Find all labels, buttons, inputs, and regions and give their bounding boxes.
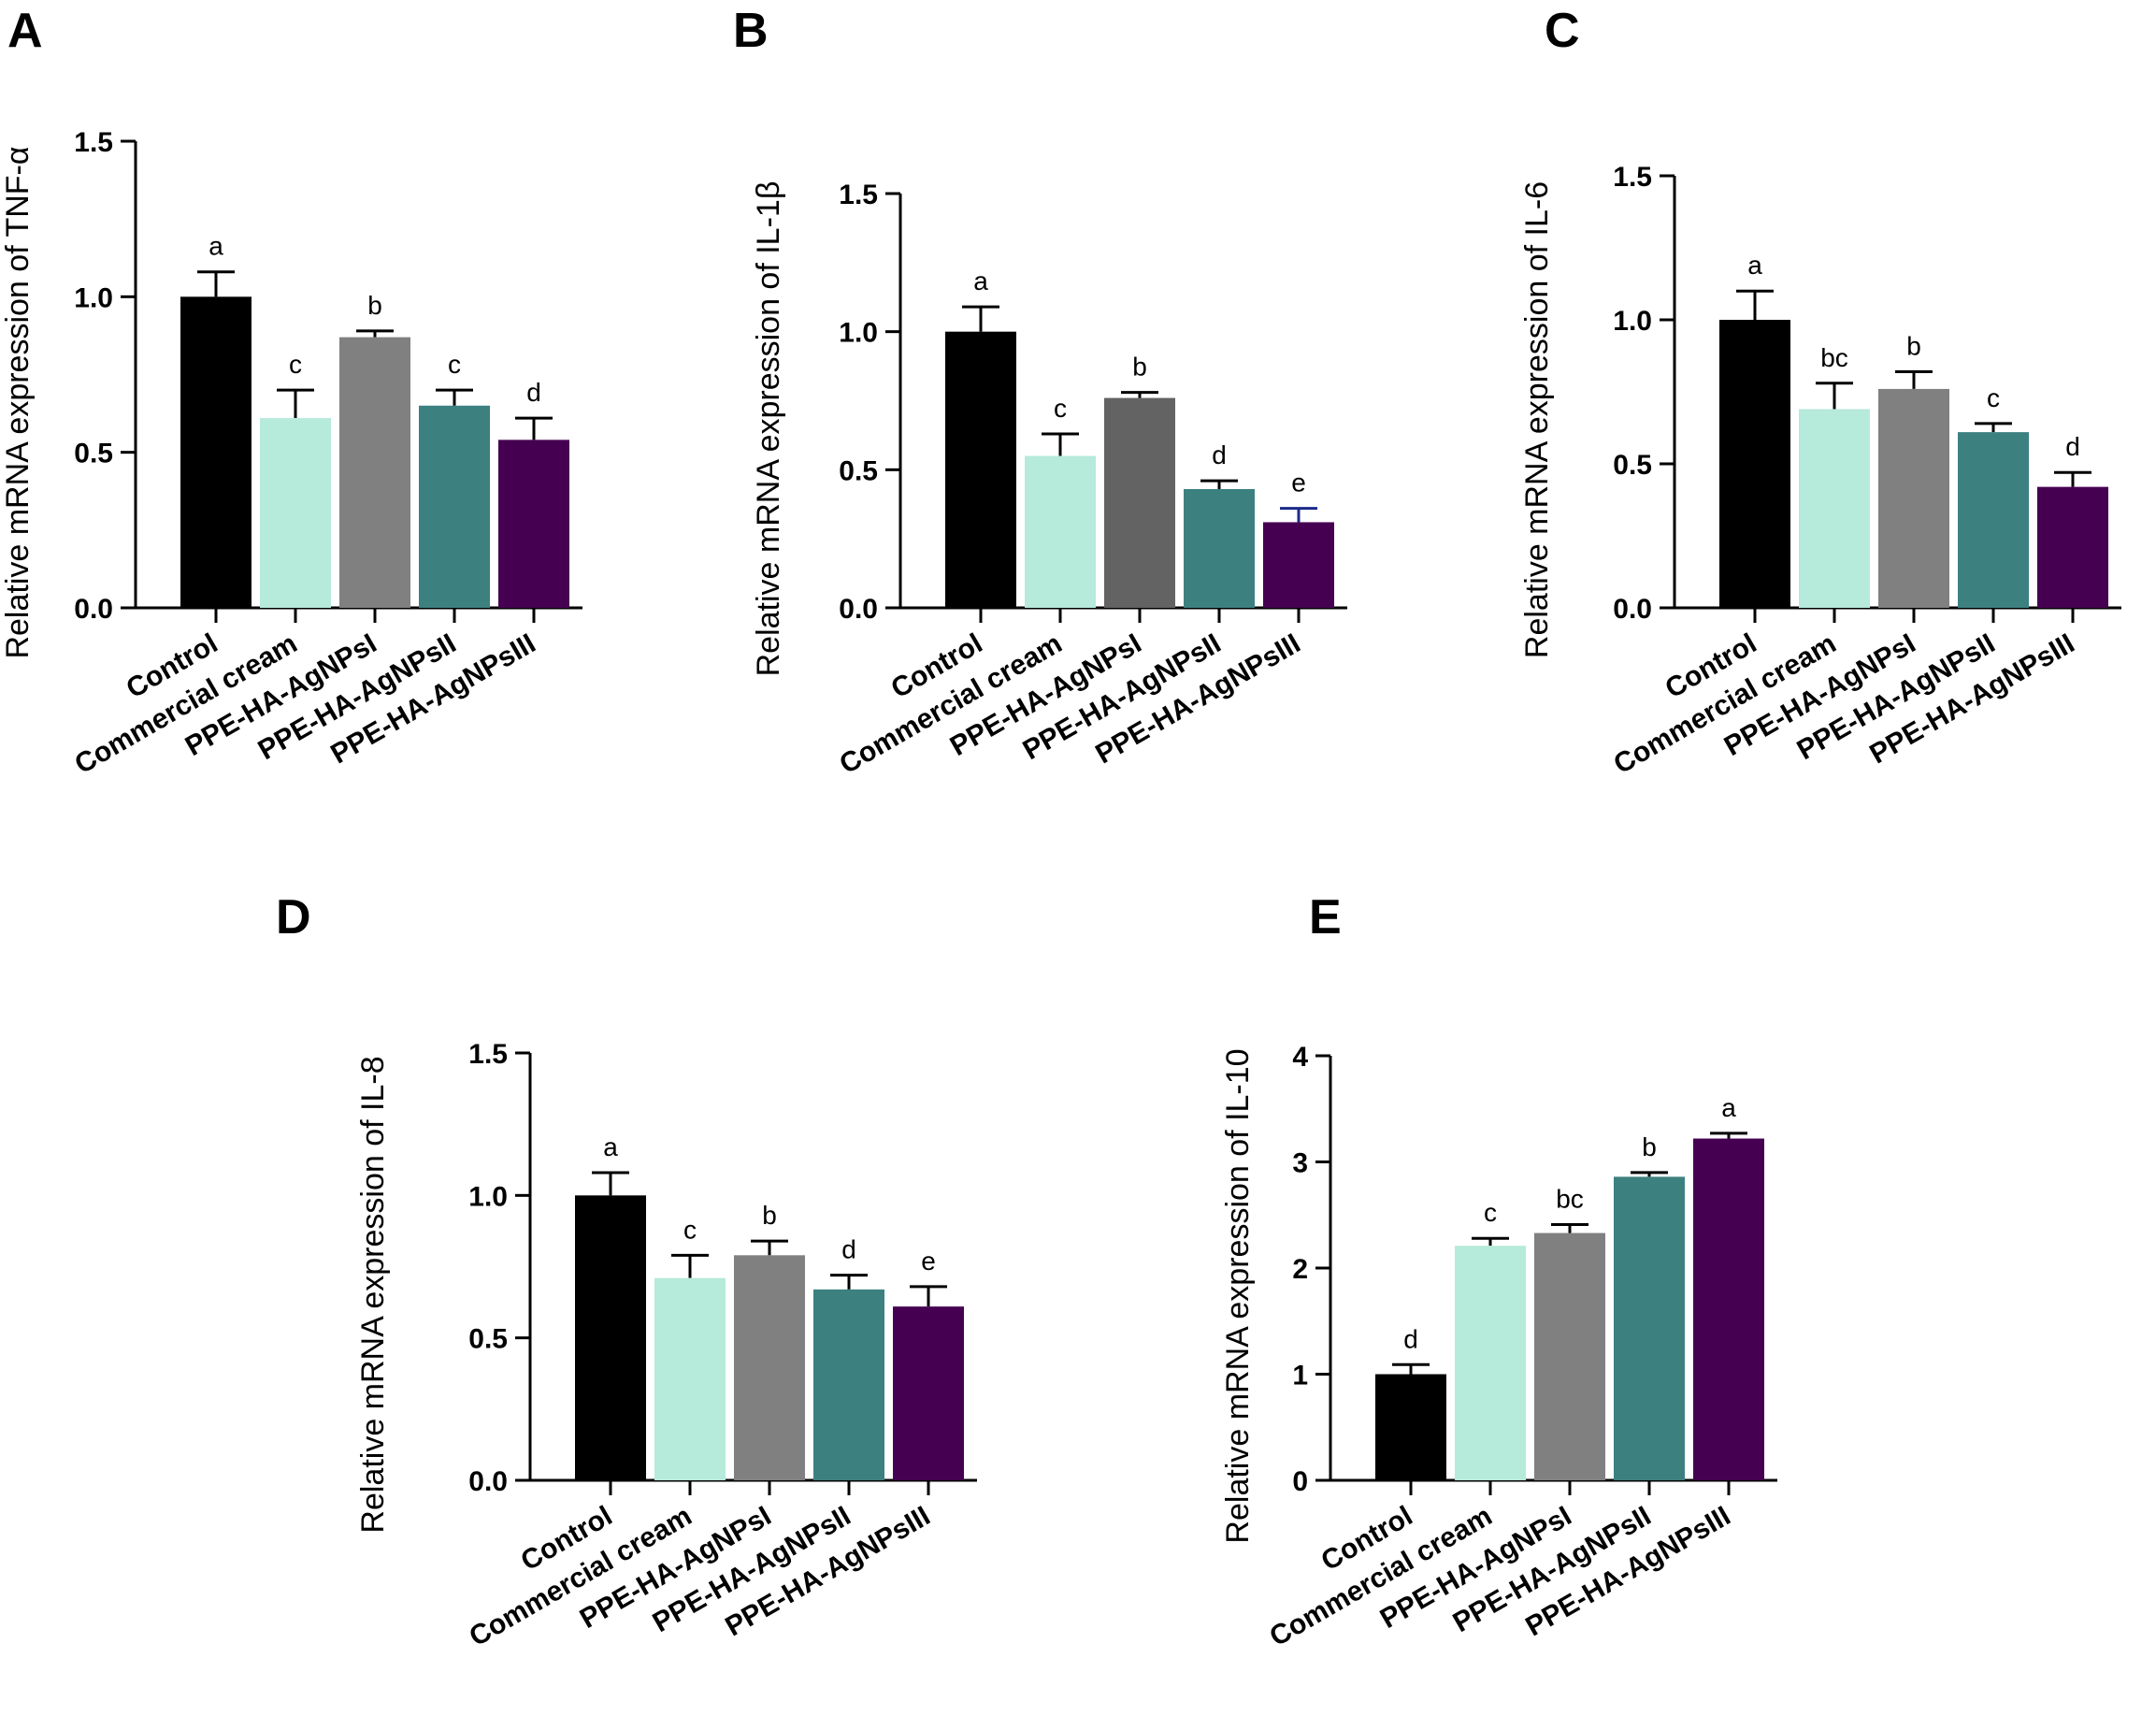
y-tick-label: 1: [1292, 1361, 1308, 1391]
bar-e-5: [1693, 1138, 1764, 1480]
bar-b-2: [1025, 455, 1096, 608]
significance-letter: d: [526, 378, 541, 407]
bar-b-3: [1104, 397, 1175, 608]
significance-letter: a: [603, 1132, 618, 1161]
y-tick-label: 1.0: [839, 318, 878, 349]
significance-letter: e: [921, 1247, 936, 1276]
bar-b-1: [945, 331, 1016, 608]
significance-letter: bc: [1820, 343, 1848, 372]
y-tick-label: 1.0: [1613, 306, 1652, 337]
bar-d-1: [575, 1195, 646, 1480]
bar-b-5: [1263, 522, 1334, 608]
y-tick-label: 0.5: [839, 455, 878, 486]
significance-letter: d: [841, 1235, 856, 1264]
y-tick-label: 0.5: [468, 1324, 508, 1355]
significance-letter: d: [2065, 432, 2080, 461]
significance-letter: b: [1906, 331, 1921, 360]
bar-d-2: [654, 1277, 726, 1480]
bar-d-4: [813, 1289, 884, 1480]
chart-panel-a: A 0.0 0.5 1.0 1.5 Relative mRNA expression of…: [0, 4, 582, 780]
chart-panel-e: E 0 1 2 3 4 Relative mRNA expression of IL-10 d…: [1220, 890, 1777, 1652]
panel-letter: C: [1545, 4, 1580, 58]
bar-c-1: [1719, 320, 1790, 608]
bar-a-2: [260, 418, 331, 608]
chart-panel-b: B 0.0 0.5 1.0 1.5 Relative mRNA expression of…: [733, 4, 1347, 780]
bar-c-3: [1878, 388, 1949, 608]
significance-letter: c: [1484, 1198, 1497, 1227]
y-axis-title: Relative mRNA expression of IL-8: [355, 1056, 391, 1533]
significance-letter: a: [208, 232, 223, 261]
y-axis-title: Relative mRNA expression of IL-10: [1220, 1048, 1256, 1543]
bar-d-5: [893, 1306, 964, 1480]
bar-a-5: [498, 440, 569, 608]
bar-e-4: [1614, 1176, 1685, 1480]
y-tick-label: 1.5: [468, 1039, 508, 1070]
panel-letter: E: [1309, 890, 1342, 944]
panel-letter: A: [7, 4, 43, 58]
y-tick-label: 0.0: [468, 1466, 508, 1497]
significance-letter: d: [1403, 1324, 1418, 1353]
significance-letter: c: [448, 350, 461, 379]
significance-letter: a: [1747, 251, 1762, 280]
significance-letter: b: [1132, 353, 1147, 382]
y-tick-label: 1.0: [74, 282, 113, 313]
chart-panel-d: D 0.0 0.5 1.0 1.5 Relative mRNA expression of…: [276, 890, 977, 1652]
bar-e-1: [1375, 1374, 1446, 1480]
significance-letter: c: [1987, 383, 2000, 412]
y-axis-title: Relative mRNA expression of IL-6: [1519, 181, 1555, 658]
significance-letter: b: [367, 291, 382, 320]
chart-panel-c: C 0.0 0.5 1.0 1.5 Relative mRNA expression of…: [1519, 4, 2121, 780]
y-tick-label: 1.0: [468, 1181, 508, 1212]
y-axis-title: Relative mRNA expression of IL-1β: [751, 181, 786, 677]
y-tick-label: 0: [1292, 1466, 1308, 1497]
y-tick-label: 0.0: [1613, 594, 1652, 625]
y-tick-label: 2: [1292, 1254, 1308, 1285]
significance-letter: b: [1642, 1132, 1657, 1161]
panel-letter: D: [276, 890, 311, 944]
bar-c-5: [2037, 486, 2108, 608]
significance-letter: c: [683, 1215, 697, 1244]
significance-letter: a: [973, 267, 988, 296]
bar-e-3: [1534, 1233, 1605, 1480]
bar-d-3: [734, 1255, 805, 1480]
y-tick-label: 3: [1292, 1148, 1308, 1179]
y-tick-label: 0.5: [1613, 450, 1652, 481]
bar-c-4: [1958, 432, 2029, 608]
y-tick-label: 1.5: [74, 127, 113, 158]
y-tick-label: 0.0: [74, 594, 113, 625]
panel-letter: B: [733, 4, 769, 58]
bar-a-4: [419, 405, 490, 608]
bar-e-2: [1455, 1246, 1526, 1480]
bar-c-2: [1799, 409, 1870, 608]
y-tick-label: 1.5: [1613, 162, 1652, 193]
bar-a-3: [339, 337, 410, 608]
y-tick-label: 4: [1292, 1042, 1308, 1073]
significance-letter: e: [1291, 469, 1306, 497]
y-tick-label: 1.5: [839, 180, 878, 210]
significance-letter: a: [1721, 1093, 1736, 1122]
y-axis-title: Relative mRNA expression of TNF-α: [0, 146, 36, 658]
significance-letter: b: [762, 1201, 777, 1230]
bar-b-4: [1184, 489, 1255, 608]
bar-a-1: [180, 296, 252, 608]
y-tick-label: 0.0: [839, 594, 878, 625]
y-tick-label: 0.5: [74, 439, 113, 469]
significance-letter: d: [1212, 440, 1227, 469]
significance-letter: c: [289, 350, 302, 379]
significance-letter: c: [1054, 394, 1067, 423]
significance-letter: bc: [1556, 1184, 1584, 1213]
